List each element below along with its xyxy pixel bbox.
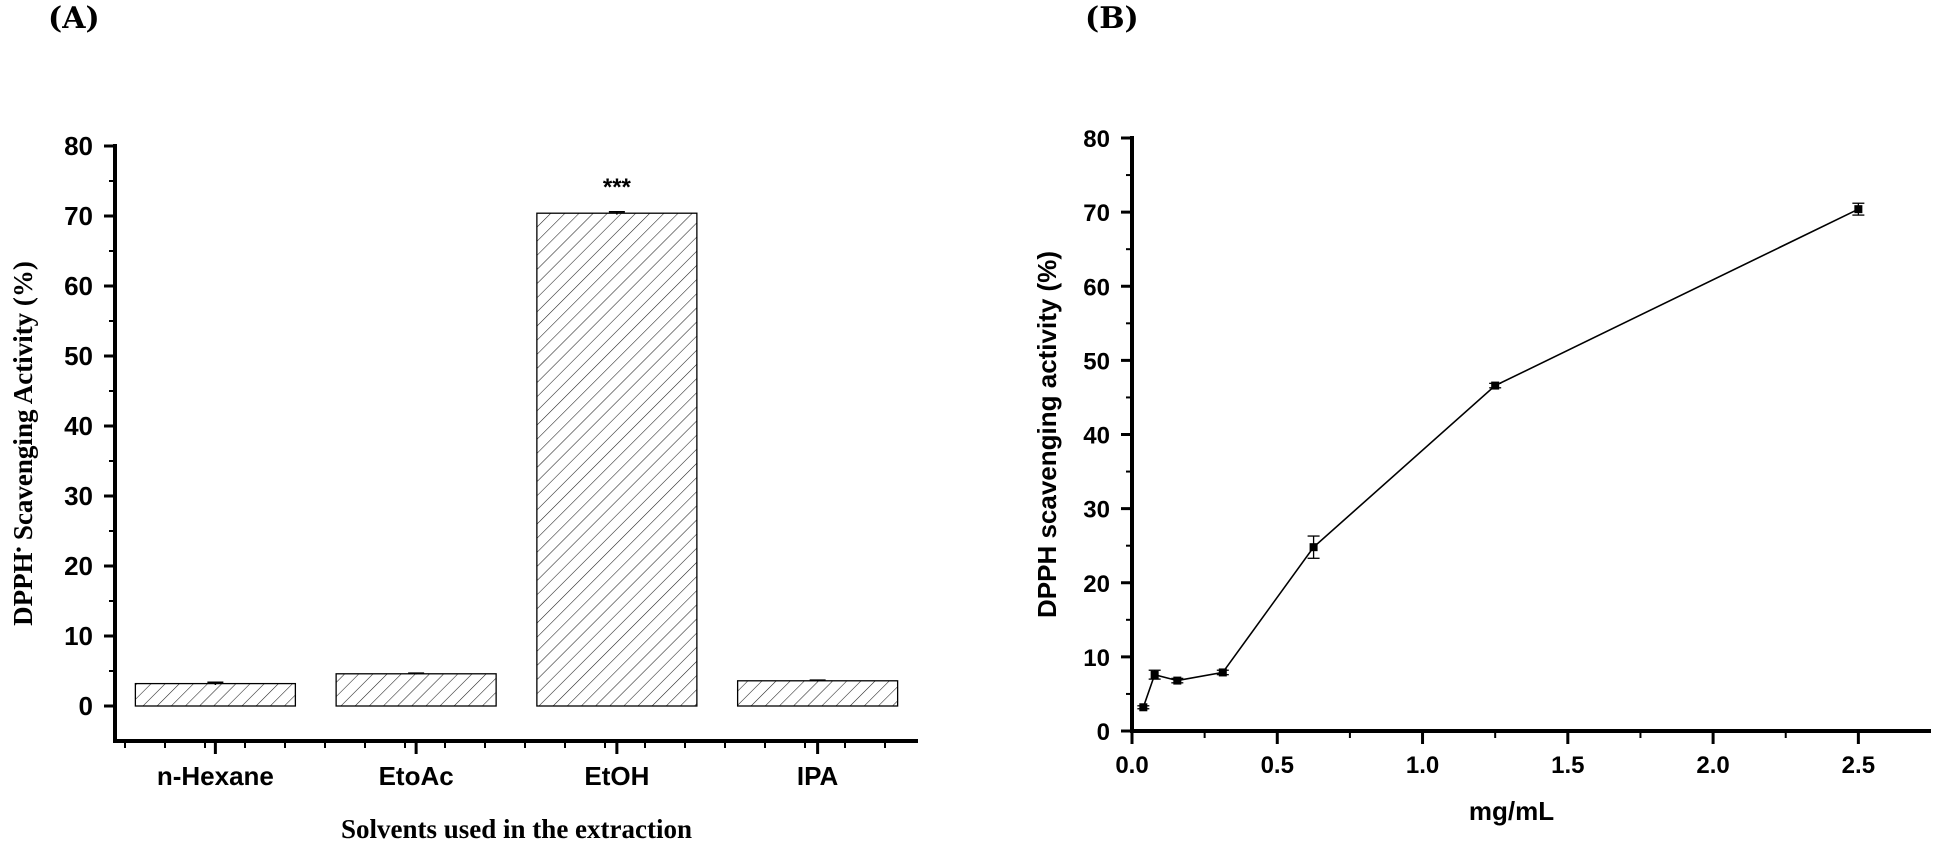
chart-a-x-tick-label: n-Hexane xyxy=(157,761,274,791)
chart-a-y-tick-label: 50 xyxy=(64,341,93,371)
chart-a-y-axis-title-main: DPPH xyxy=(8,552,38,626)
chart-a-y-tick-label: 20 xyxy=(64,551,93,581)
chart-b-x-tick-label: 0.5 xyxy=(1261,752,1294,779)
chart-b-x-tick-label: 2.5 xyxy=(1842,752,1875,779)
panel-label-a: (A) xyxy=(48,1,100,36)
chart-a-x-axis-title: Solvents used in the extraction xyxy=(341,814,692,844)
chart-a-y-tick-label: 70 xyxy=(64,201,93,231)
chart-a-x-tick-label: EtoAc xyxy=(379,761,454,791)
chart-b-data-point xyxy=(1139,703,1148,712)
chart-b-y-tick-label: 40 xyxy=(1083,423,1110,450)
chart-b-x-tick-label: 1.5 xyxy=(1551,752,1584,779)
chart-b-y-tick-label: 60 xyxy=(1083,274,1110,301)
chart-b-y-tick-label: 70 xyxy=(1083,200,1110,227)
chart-b-data-point xyxy=(1173,676,1182,685)
chart-a-y-tick-label: 10 xyxy=(64,621,93,651)
chart-b-x-axis-title: mg/mL xyxy=(1469,796,1554,826)
chart-a-y-tick-label: 40 xyxy=(64,411,93,441)
chart-b-y-tick-label: 20 xyxy=(1083,571,1110,598)
chart-b-x-tick-label: 0.0 xyxy=(1115,752,1148,779)
chart-a-y-axis-title: DPPH• Scavenging Activity (%) xyxy=(8,261,38,626)
chart-b-y-tick-label: 10 xyxy=(1083,645,1110,672)
chart-b-data-point xyxy=(1854,205,1863,214)
chart-b-data-point xyxy=(1309,543,1318,552)
chart-a-y-tick-label: 60 xyxy=(64,271,93,301)
chart-a-y-tick-label: 0 xyxy=(79,691,93,721)
chart-a-y-tick-label: 80 xyxy=(64,131,93,161)
chart-b-y-tick-label: 50 xyxy=(1083,348,1110,375)
panel-label-b: (B) xyxy=(1085,1,1139,36)
chart-a-x-tick-label: EtOH xyxy=(584,761,649,791)
chart-a-bar xyxy=(134,682,297,707)
chart-b-data-point xyxy=(1491,381,1500,390)
chart-a-bar: 0 10 20 30 40 50 60 70 80 n-Hexane EtoAc EtOH *** IPA… xyxy=(8,131,918,844)
chart-b-y-tick-label: 0 xyxy=(1097,719,1110,746)
chart-b-line: 0 10 20 30 40 50 60 70 80 0.0 0.5 1.0 1.5 2.0 2.5 mg/mL… xyxy=(1032,126,1931,826)
chart-a-bar xyxy=(736,680,899,707)
chart-b-x-tick-label: 2.0 xyxy=(1696,752,1729,779)
chart-a-y-axis-title-rest: Scavenging Activity (%) xyxy=(8,261,38,547)
chart-a-x-tick-label: IPA xyxy=(797,761,839,791)
chart-b-y-axis-title: DPPH scavenging activity (%) xyxy=(1032,251,1062,618)
chart-b-y-tick-label: 80 xyxy=(1083,126,1110,153)
chart-a-y-tick-label: 30 xyxy=(64,481,93,511)
chart-b-y-tick-label: 30 xyxy=(1083,497,1110,524)
chart-b-series-line xyxy=(1142,208,1859,708)
chart-b-data-point xyxy=(1150,670,1159,679)
chart-a-bar xyxy=(335,673,497,707)
chart-a-y-axis-title-sup: • xyxy=(11,547,28,553)
chart-a-significance-label: *** xyxy=(603,174,632,201)
chart-b-data-point xyxy=(1218,668,1227,677)
chart-b-x-tick-label: 1.0 xyxy=(1406,752,1439,779)
chart-a-bar xyxy=(536,212,698,707)
